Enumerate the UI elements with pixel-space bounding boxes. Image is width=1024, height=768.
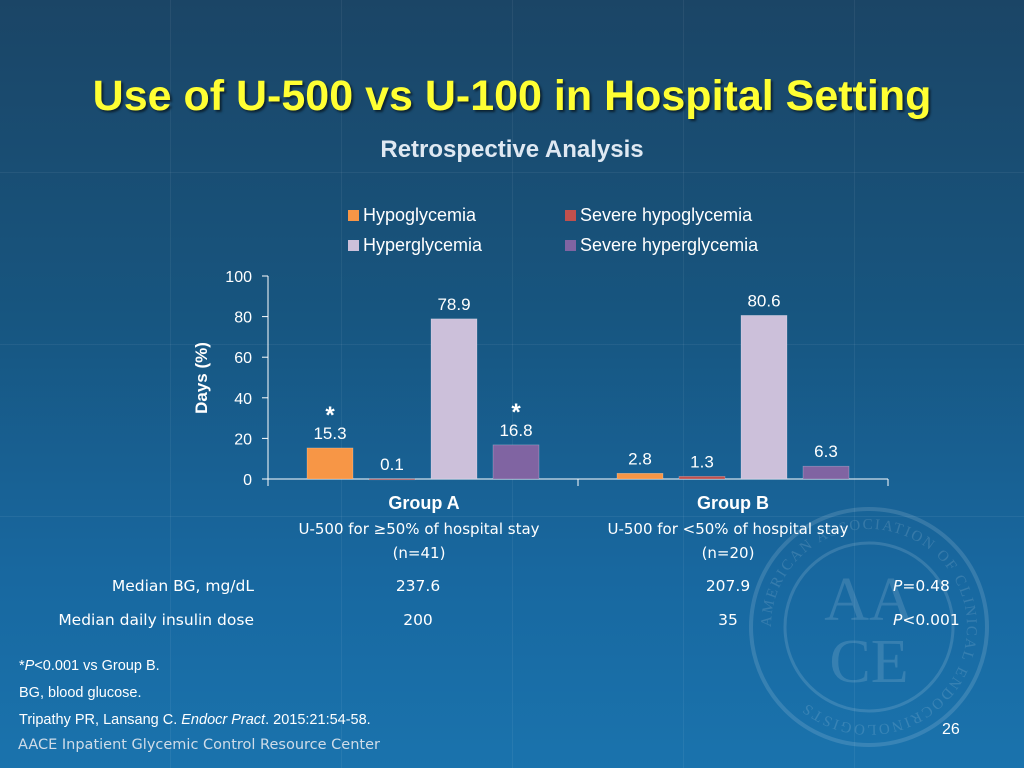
slide-title: Use of U-500 vs U-100 in Hospital Settin… bbox=[92, 72, 932, 120]
group-b-insulin-dose: 35 bbox=[718, 611, 738, 629]
legend-swatch-severe-hyperglycemia bbox=[565, 240, 576, 251]
bar-severe-hyperglycemia-group-b bbox=[802, 465, 850, 480]
y-tick-label: 20 bbox=[234, 431, 252, 448]
legend-label: Hypoglycemia bbox=[363, 205, 477, 225]
group-a-label: Group A bbox=[388, 493, 460, 513]
legend-item-hypoglycemia: Hypoglycemia bbox=[348, 205, 476, 226]
group-a-median-bg: 237.6 bbox=[395, 577, 441, 595]
bar-severe-hypoglycemia-group-b bbox=[678, 476, 726, 480]
svg-text:AA: AA bbox=[824, 566, 914, 634]
legend-swatch-hyperglycemia bbox=[348, 240, 359, 251]
y-tick-label: 60 bbox=[234, 350, 252, 367]
aace-seal-watermark: AMERICAN ASSOCIATION OF CLINICAL ENDOCRI… bbox=[749, 507, 989, 747]
data-label: 2.8 bbox=[628, 449, 652, 468]
data-label: 1.3 bbox=[690, 452, 714, 471]
p-value: <0.001 bbox=[902, 611, 960, 629]
footnote-star: * bbox=[19, 658, 25, 674]
significance-asterisk: * bbox=[511, 399, 521, 426]
group-b-n: (n=20) bbox=[701, 544, 755, 562]
p-value-insulin-dose: P<0.001 bbox=[893, 611, 960, 629]
p-value: =0.48 bbox=[902, 577, 950, 595]
group-b-label: Group B bbox=[697, 493, 769, 513]
p-value-median-bg: P=0.48 bbox=[893, 577, 950, 595]
citation-journal: Endocr Pract bbox=[181, 712, 266, 728]
row-label-median-bg: Median BG, mg/dL bbox=[111, 577, 254, 595]
y-axis-label: Days (%) bbox=[192, 342, 211, 414]
legend-item-severe-hyperglycemia: Severe hyperglycemia bbox=[565, 235, 758, 256]
legend-swatch-severe-hypoglycemia bbox=[565, 210, 576, 221]
svg-text:CE: CE bbox=[829, 628, 908, 696]
footnote-p-symbol: P bbox=[24, 658, 35, 674]
bar-hypoglycemia-group-a bbox=[306, 447, 354, 480]
group-b-description: U-500 for <50% of hospital stay (n=20) bbox=[578, 517, 878, 565]
bar-severe-hypoglycemia-group-a bbox=[368, 478, 416, 481]
citation-details: . 2015:21:54-58. bbox=[265, 712, 371, 728]
footnote-citation: Tripathy PR, Lansang C. Endocr Pract. 20… bbox=[19, 712, 371, 728]
legend-swatch-hypoglycemia bbox=[348, 210, 359, 221]
y-tick-label: 0 bbox=[243, 472, 252, 489]
data-label: 0.1 bbox=[380, 455, 404, 474]
legend-item-severe-hypoglycemia: Severe hypoglycemia bbox=[565, 205, 752, 226]
data-label: 15.3 bbox=[313, 424, 346, 443]
slide-subtitle: Retrospective Analysis bbox=[380, 136, 644, 163]
footnote-significance-text: <0.001 vs Group B. bbox=[34, 658, 160, 674]
group-b-median-bg: 207.9 bbox=[705, 577, 751, 595]
legend-item-hyperglycemia: Hyperglycemia bbox=[348, 235, 482, 256]
bar-hyperglycemia-group-a bbox=[430, 318, 478, 480]
group-a-n: (n=41) bbox=[392, 544, 446, 562]
legend-label: Severe hyperglycemia bbox=[580, 235, 759, 255]
footnote-abbreviation: BG, blood glucose. bbox=[19, 685, 142, 701]
y-tick-label: 100 bbox=[225, 269, 252, 286]
group-b-criteria: U-500 for <50% of hospital stay bbox=[607, 520, 849, 538]
resource-center-footer: AACE Inpatient Glycemic Control Resource… bbox=[18, 737, 380, 753]
significance-asterisk: * bbox=[325, 402, 335, 429]
legend-label: Hyperglycemia bbox=[363, 235, 483, 255]
y-tick-label: 40 bbox=[234, 391, 252, 408]
data-label: 16.8 bbox=[499, 421, 532, 440]
y-tick-label: 80 bbox=[234, 310, 252, 327]
legend-label: Severe hypoglycemia bbox=[580, 205, 753, 225]
data-label: 78.9 bbox=[437, 295, 470, 314]
p-symbol: P bbox=[893, 577, 903, 595]
citation-authors: Tripathy PR, Lansang C. bbox=[19, 712, 182, 728]
bar-hypoglycemia-group-b bbox=[616, 473, 664, 480]
row-label-insulin-dose: Median daily insulin dose bbox=[58, 611, 254, 629]
data-label: 80.6 bbox=[747, 291, 780, 310]
bar-severe-hyperglycemia-group-a bbox=[492, 444, 540, 480]
data-label: 6.3 bbox=[814, 442, 838, 461]
page-number: 26 bbox=[942, 721, 960, 738]
bar-hyperglycemia-group-b bbox=[740, 315, 788, 480]
footnote-significance: *P<0.001 vs Group B. bbox=[19, 658, 160, 674]
group-a-criteria: U-500 for ≥50% of hospital stay bbox=[298, 520, 540, 538]
group-a-insulin-dose: 200 bbox=[403, 611, 433, 629]
p-symbol: P bbox=[893, 611, 903, 629]
group-a-description: U-500 for ≥50% of hospital stay (n=41) bbox=[269, 517, 569, 565]
